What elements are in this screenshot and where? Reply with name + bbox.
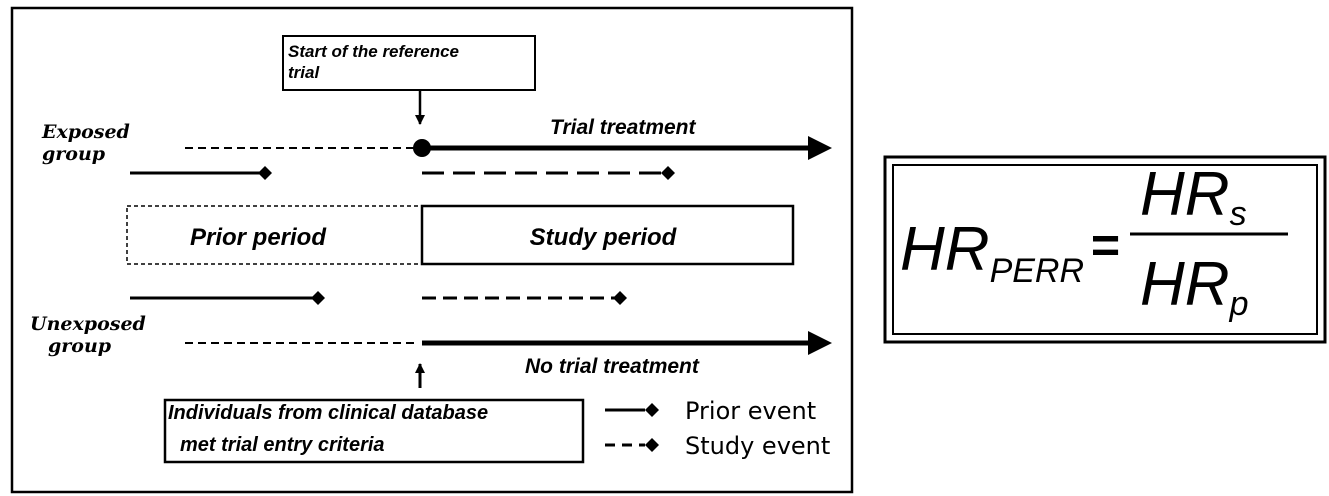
no-trial-treatment-label: No trial treatment	[525, 355, 700, 378]
legend-study-event: Study event	[685, 432, 830, 460]
formula-numerator-base: HR	[1140, 160, 1230, 229]
diagram-frame: Start of the reference trial Exposed gro…	[10, 6, 854, 494]
study-period-label: Study period	[530, 224, 678, 251]
exposed-label: group	[42, 143, 106, 165]
formula-lhs-base: HR	[900, 215, 990, 284]
prior-period-label: Prior period	[190, 224, 327, 251]
legend-prior-event: Prior event	[685, 397, 816, 425]
entry-label: met trial entry criteria	[180, 434, 385, 456]
unexposed-label: group	[48, 335, 112, 357]
exposed-label: Exposed	[41, 121, 130, 143]
formula-denominator: HRp	[1140, 250, 1248, 323]
trial-treatment-label: Trial treatment	[550, 116, 696, 139]
formula-lhs-sub: PERR	[990, 252, 1084, 290]
formula-lhs: HRPERR	[900, 215, 1084, 290]
formula-numerator-sub: s	[1230, 195, 1247, 233]
unexposed-label: Unexposed	[30, 313, 146, 335]
formula-equals: =	[1090, 217, 1119, 273]
start-label: trial	[288, 63, 320, 82]
formula-denominator-base: HR	[1140, 250, 1230, 319]
formula: HRPERR = HRs HRp	[883, 155, 1327, 344]
formula-numerator: HRs	[1140, 160, 1247, 233]
formula-denominator-sub: p	[1229, 285, 1249, 323]
start-label: Start of the reference	[288, 42, 459, 61]
entry-label: Individuals from clinical database	[168, 402, 488, 424]
